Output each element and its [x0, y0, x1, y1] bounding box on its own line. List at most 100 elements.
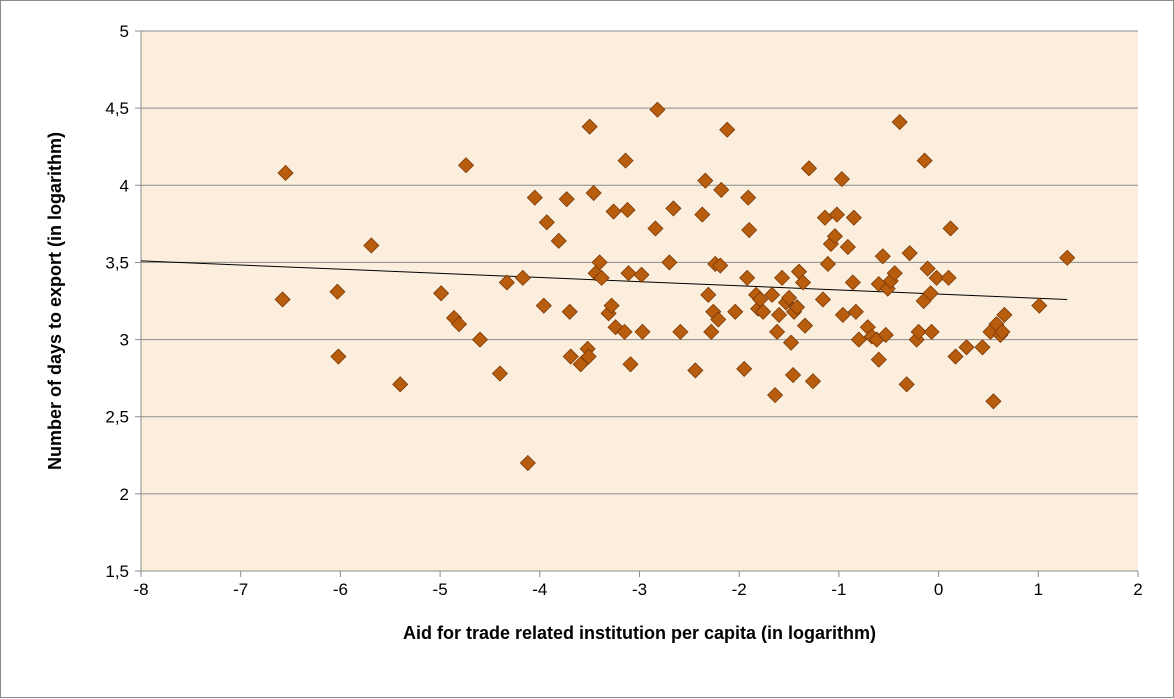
- data-point: [471, 331, 489, 348]
- data-point: [947, 348, 964, 365]
- data-point: [591, 254, 608, 271]
- data-point: [755, 303, 772, 320]
- data-point: [910, 323, 927, 340]
- y-tick-label: 1,5: [105, 562, 129, 581]
- data-point: [694, 206, 711, 223]
- x-tick-label: -2: [732, 580, 747, 599]
- data-point: [996, 306, 1013, 323]
- data-point: [796, 317, 814, 334]
- data-point: [665, 200, 682, 217]
- data-point: [697, 172, 714, 189]
- data-point: [741, 221, 758, 239]
- data-point: [994, 323, 1011, 340]
- data-point: [647, 220, 664, 237]
- y-axis-title: Number of days to export (in logarithm): [45, 132, 65, 470]
- plot-area: [141, 31, 1138, 571]
- data-point: [581, 118, 598, 135]
- data-point: [712, 257, 729, 274]
- data-point: [672, 323, 689, 340]
- data-point: [634, 323, 651, 340]
- data-point: [727, 303, 744, 320]
- x-axis-ticks: -8 -7 -6 -5 -4 -3 -2 -1 0 1 2: [133, 571, 1143, 599]
- y-tick-label: 2,5: [105, 408, 129, 427]
- data-point: [661, 254, 678, 271]
- data-point: [916, 152, 933, 169]
- data-point: [804, 373, 822, 390]
- gridlines: [140, 30, 1138, 572]
- data-point: [593, 269, 610, 286]
- data-point: [845, 209, 862, 226]
- data-points: [274, 101, 1076, 472]
- y-tick-label: 3,5: [105, 253, 129, 272]
- data-point: [833, 171, 850, 188]
- data-point: [901, 245, 918, 262]
- y-tick-label: 3: [120, 331, 129, 350]
- data-point: [771, 306, 788, 323]
- data-point: [782, 334, 800, 351]
- data-point: [850, 331, 867, 348]
- data-point: [457, 157, 475, 174]
- x-tick-label: 1: [1034, 580, 1043, 599]
- data-point: [874, 248, 891, 265]
- data-point: [562, 348, 579, 365]
- data-point: [1031, 297, 1048, 314]
- data-point: [558, 191, 575, 208]
- y-tick-label: 2: [120, 485, 129, 504]
- x-tick-label: -4: [532, 580, 547, 599]
- x-tick-label: -3: [632, 580, 647, 599]
- data-point: [580, 348, 597, 365]
- data-point: [274, 291, 291, 308]
- data-point: [605, 203, 622, 220]
- data-point: [942, 220, 959, 237]
- data-point: [739, 269, 756, 286]
- y-tick-label: 4,5: [105, 99, 129, 118]
- data-point: [794, 274, 812, 291]
- data-point: [710, 311, 727, 328]
- data-point: [844, 274, 861, 291]
- data-point: [958, 339, 975, 356]
- data-point: [919, 260, 936, 277]
- data-point: [619, 201, 636, 219]
- data-point: [330, 348, 347, 365]
- y-tick-label: 4: [120, 176, 129, 195]
- x-tick-label: 0: [934, 580, 943, 599]
- data-point: [974, 339, 991, 356]
- data-point: [774, 269, 791, 286]
- data-point: [703, 323, 720, 340]
- data-point: [922, 285, 939, 302]
- data-point: [617, 152, 634, 169]
- data-point: [491, 365, 508, 382]
- data-point: [784, 366, 802, 384]
- data-point: [620, 265, 637, 282]
- data-point: [561, 303, 578, 320]
- data-point: [740, 189, 757, 206]
- data-point: [780, 289, 798, 306]
- data-point: [940, 269, 957, 286]
- data-point: [826, 228, 843, 245]
- data-point: [788, 299, 806, 316]
- data-point: [585, 184, 602, 202]
- data-point: [870, 351, 887, 368]
- data-point: [616, 323, 633, 340]
- data-point: [928, 269, 945, 286]
- x-tick-label: -1: [831, 580, 846, 599]
- data-point: [1059, 249, 1076, 266]
- data-point: [814, 291, 832, 308]
- data-point: [923, 323, 940, 340]
- data-point: [550, 232, 567, 249]
- data-point: [886, 265, 903, 282]
- x-tick-label: -6: [333, 580, 348, 599]
- data-point: [433, 285, 450, 302]
- x-tick-label: -8: [133, 580, 148, 599]
- data-point: [526, 189, 543, 206]
- y-tick-label: 5: [120, 22, 129, 41]
- data-point: [572, 356, 589, 373]
- data-point: [687, 362, 704, 379]
- data-point: [834, 306, 851, 323]
- data-point: [633, 266, 650, 283]
- data-point: [713, 181, 730, 198]
- y-axis-ticks: 1,5 2 2,5 3 3,5 4 4,5 5: [105, 22, 141, 581]
- data-point: [363, 237, 380, 254]
- data-point: [329, 283, 346, 300]
